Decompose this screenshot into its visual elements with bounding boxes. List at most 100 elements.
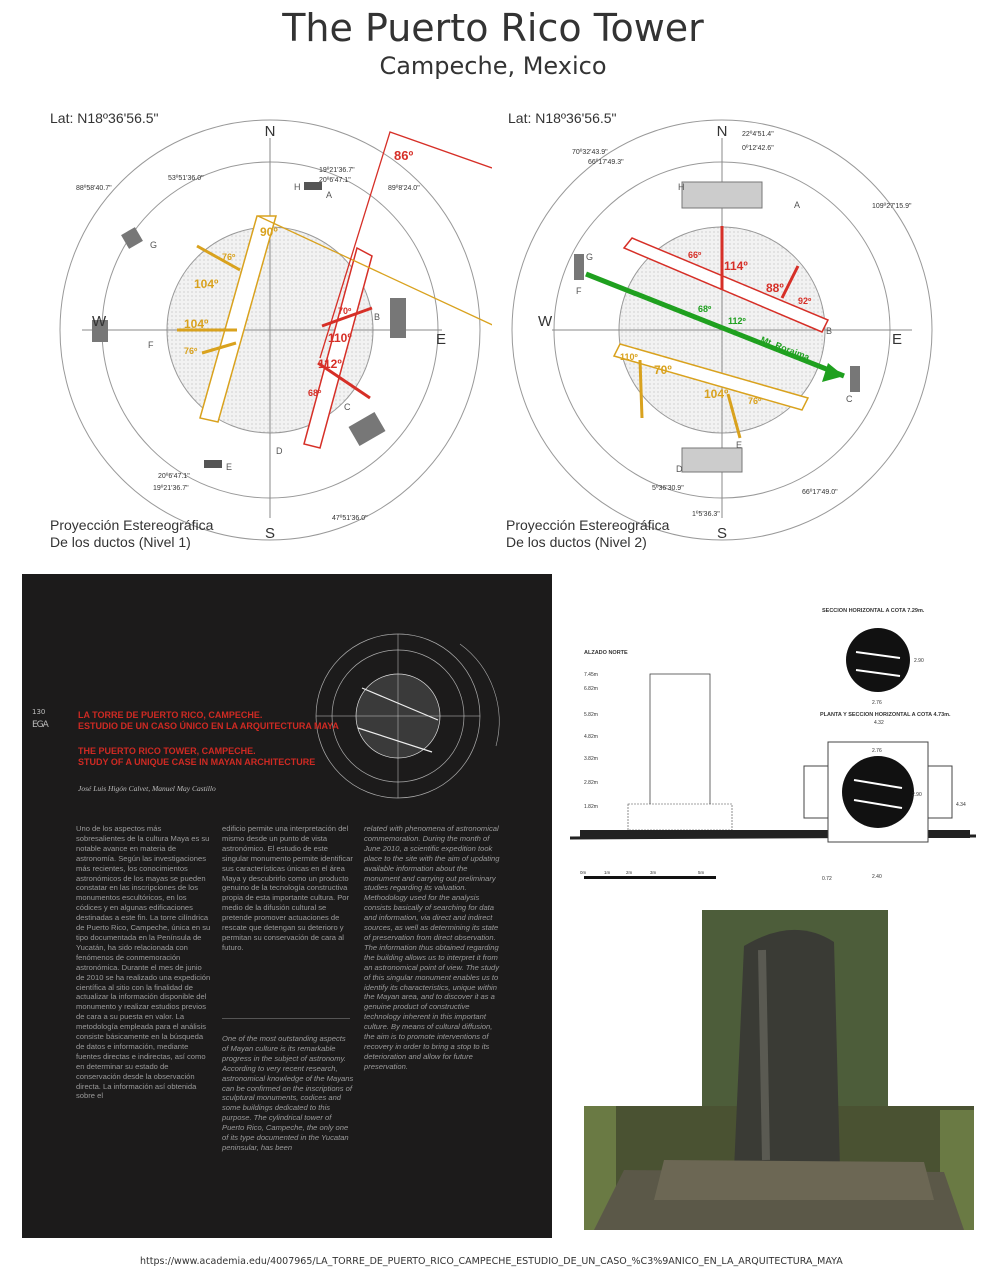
svg-text:2.40: 2.40: [872, 874, 882, 880]
stereographic-diagram-level-1: N S W E 19º21'36.7" 20º6'47.1" 53º51'36.…: [59, 119, 492, 542]
svg-text:2m: 2m: [626, 870, 633, 875]
duct-letter: A: [326, 190, 332, 200]
cardinal-e: E: [892, 331, 902, 348]
angle-label: 76º: [222, 252, 236, 262]
angle-label: 76º: [184, 346, 198, 356]
journal-logo: EGA: [32, 720, 49, 730]
duct-letter: A: [794, 200, 800, 210]
bearing: 20º6'47.1": [319, 177, 351, 184]
alzado-label: ALZADO NORTE: [584, 650, 628, 656]
duct-letter: G: [150, 240, 157, 250]
svg-text:2.90: 2.90: [914, 658, 924, 664]
article-page: 130 EGA LA TORRE DE PUERTO RICO, CAMPECH…: [22, 574, 552, 1238]
svg-text:0.72: 0.72: [822, 876, 832, 882]
cardinal-s: S: [265, 525, 275, 542]
scale-bar: 0m 1m 2m 3m 5m: [580, 870, 716, 879]
tower-elevation: [570, 673, 976, 840]
svg-text:0m: 0m: [580, 870, 587, 875]
svg-text:2.82m: 2.82m: [584, 780, 598, 786]
svg-text:2.90: 2.90: [912, 792, 922, 798]
section-top: 2.90 2.76: [846, 628, 924, 706]
duct-letter: E: [226, 462, 232, 472]
bearing: 109º27'15.9": [872, 203, 912, 210]
section-bottom: 4.32 2.76 2.90 4.34 2.40 0.72: [803, 720, 966, 882]
bearing: 20º6'47.1": [158, 473, 190, 480]
duct-letter: F: [148, 340, 154, 350]
page-title: The Puerto Rico Tower: [282, 6, 704, 50]
bearing: 19º21'36.7": [153, 485, 189, 492]
article-title-en-2: STUDY OF A UNIQUE CASE IN MAYAN ARCHITEC…: [78, 757, 316, 767]
svg-text:2.76: 2.76: [872, 748, 882, 754]
caption-line: De los ductos (Nivel 2): [506, 534, 647, 550]
stereographic-diagram-level-2: N S W E 22º4'51.4" 0º12'42.6" 70º32'43.9…: [511, 119, 933, 542]
bearing: 66º17'49.3": [588, 159, 624, 166]
duct-letter: G: [586, 252, 593, 262]
bearing: 89º8'24.0": [388, 185, 420, 192]
article-authors: José Luis Higón Calvet, Manuel May Casti…: [78, 784, 216, 793]
bearing: 1º5'36.3": [692, 511, 720, 518]
article-column-1: Uno de los aspectos más sobresalientes d…: [76, 824, 211, 1101]
bearing: 5º36'30.9": [652, 485, 684, 492]
angle-label: 86º: [394, 148, 413, 163]
page-number: 130: [32, 708, 46, 716]
angle-label: 90º: [260, 225, 278, 239]
svg-text:3m: 3m: [650, 870, 657, 875]
svg-text:5m: 5m: [698, 870, 705, 875]
duct-letter: F: [576, 286, 582, 296]
svg-text:1m: 1m: [604, 870, 611, 875]
cardinal-n: N: [265, 123, 276, 140]
angle-label: 76º: [748, 396, 762, 406]
caption-left: Proyección Estereográfica De los ductos …: [50, 517, 213, 551]
article-title-en-1: THE PUERTO RICO TOWER, CAMPECHE.: [78, 746, 256, 756]
caption-line: Proyección Estereográfica: [506, 517, 670, 533]
angle-label: 70º: [654, 363, 672, 377]
cardinal-e: E: [436, 331, 446, 348]
bearing: 47º51'36.0": [332, 515, 368, 522]
column-divider: [222, 1018, 350, 1019]
svg-text:4.32: 4.32: [874, 720, 884, 726]
svg-text:4.34: 4.34: [956, 802, 966, 808]
duct-letter: C: [344, 402, 351, 412]
svg-text:3.82m: 3.82m: [584, 756, 598, 762]
duct-letter: D: [676, 464, 683, 474]
angle-label: 104º: [184, 317, 209, 331]
bearing: 70º32'43.9": [572, 149, 608, 156]
angle-label: 68º: [698, 304, 712, 314]
angle-label: 88º: [766, 281, 784, 295]
angle-label: 114º: [724, 259, 748, 273]
angle-label: 112º: [318, 357, 342, 371]
angle-label: 110º: [620, 352, 639, 362]
cardinal-s: S: [717, 525, 727, 542]
angle-label: 104º: [194, 277, 219, 291]
article-column-2-english: One of the most outstanding aspects of M…: [222, 1034, 354, 1152]
bearing: 53º51'36.0": [168, 175, 204, 182]
svg-text:6.82m: 6.82m: [584, 686, 598, 692]
bearing: 0º12'42.6": [742, 145, 774, 152]
bearing: 19º21'36.7": [319, 167, 355, 174]
angle-label: 110º: [328, 331, 352, 345]
angle-label: 104º: [704, 387, 729, 401]
article-diagram-thumbnail: [315, 633, 500, 799]
latitude-label-right: Lat: N18º36'56.5": [508, 110, 617, 126]
cardinal-w: W: [92, 313, 107, 330]
section-label: SECCION HORIZONTAL A COTA 7.29m.: [822, 608, 925, 614]
page-subtitle: Campeche, Mexico: [379, 52, 607, 80]
duct-letter: C: [846, 394, 853, 404]
bearing: 22º4'51.4": [742, 131, 774, 138]
duct-letter: H: [294, 182, 301, 192]
duct-letter: E: [736, 440, 742, 450]
caption-line: Proyección Estereográfica: [50, 517, 214, 533]
svg-text:2.76: 2.76: [872, 700, 882, 706]
tower-plans-drawing: ALZADO NORTE SECCION HORIZONTAL A COTA 7…: [570, 608, 976, 882]
section-label: PLANTA Y SECCION HORIZONTAL A COTA 4.73m…: [820, 712, 951, 718]
duct-letter: B: [374, 312, 380, 322]
cardinal-n: N: [717, 123, 728, 140]
article-title-es-1: LA TORRE DE PUERTO RICO, CAMPECHE.: [78, 710, 263, 720]
latitude-label-left: Lat: N18º36'56.5": [50, 110, 159, 126]
svg-text:1.82m: 1.82m: [584, 804, 598, 810]
angle-label: 92º: [798, 296, 812, 306]
duct-letter: D: [276, 446, 283, 456]
source-url: https://www.academia.edu/4007965/LA_TORR…: [140, 1256, 843, 1267]
angle-label: 70º: [338, 306, 352, 316]
duct-letter: B: [826, 326, 832, 336]
